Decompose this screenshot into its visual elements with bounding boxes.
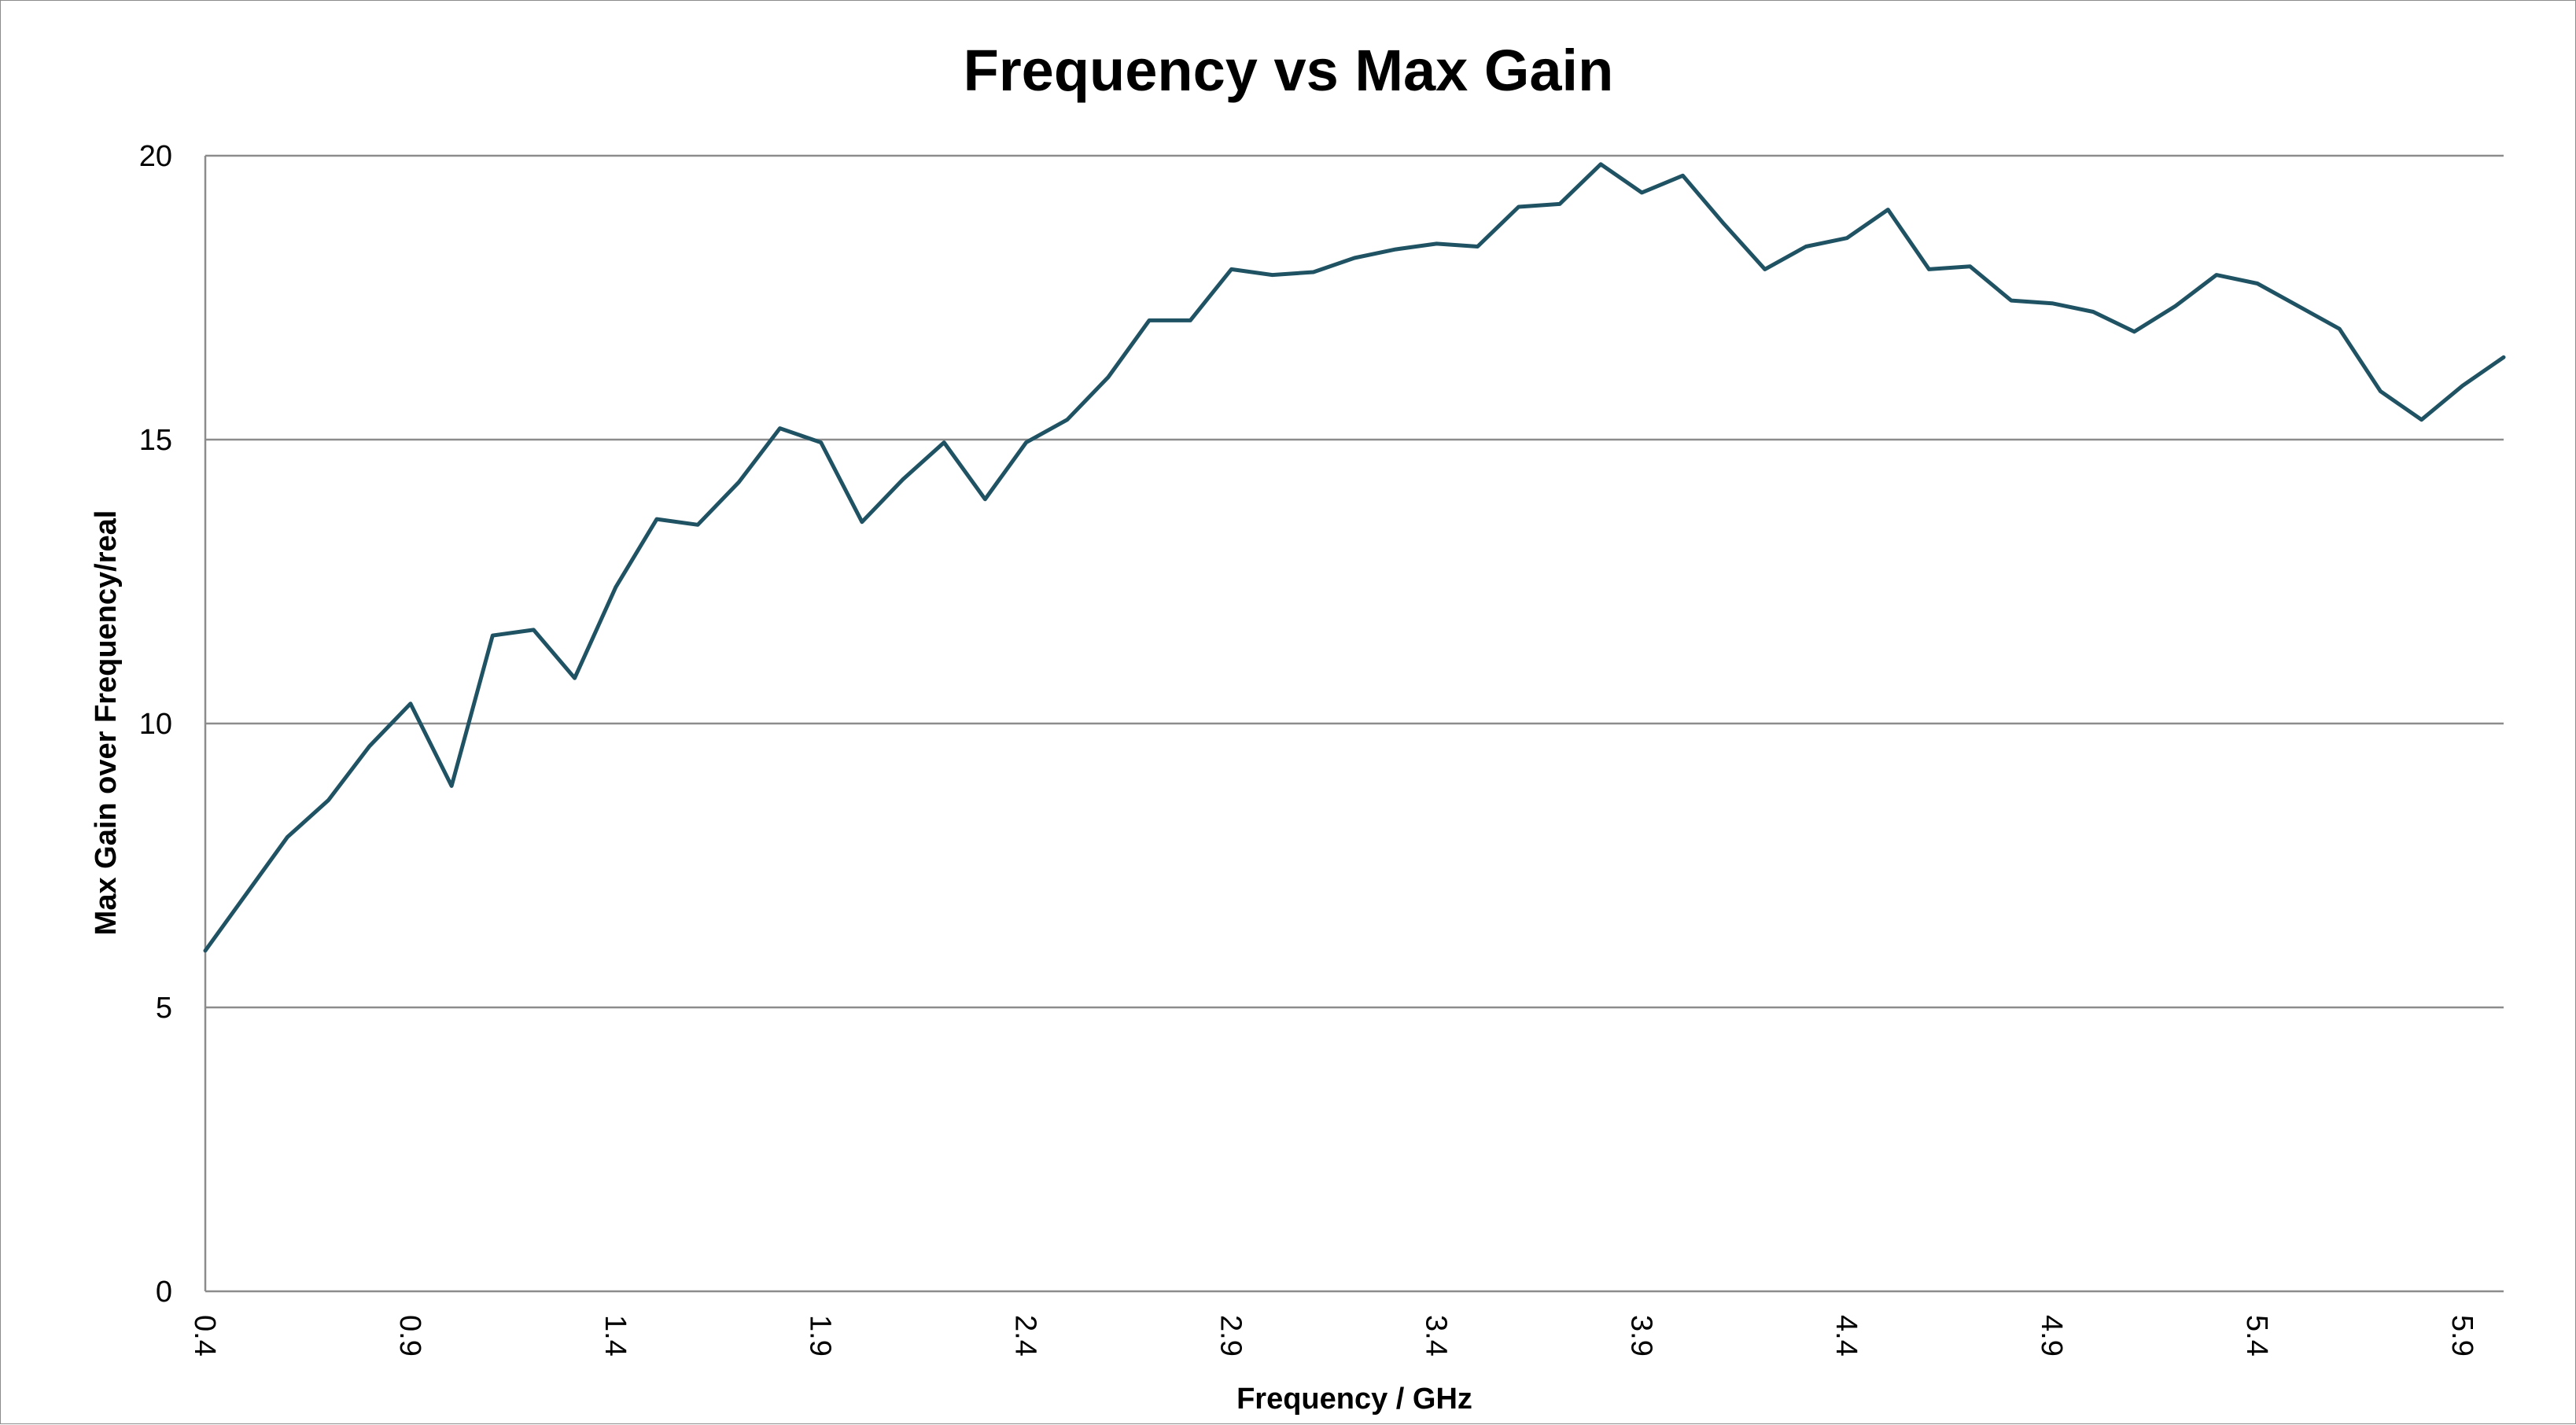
x-tick-label: 2.4 [1009, 1315, 1042, 1357]
series-layer [203, 162, 2506, 953]
x-tick-labels: 0.4 0.9 1.4 1.9 2.4 2.9 3.4 3.9 4.4 4.9 5.4 5.9 [188, 1315, 2478, 1357]
chart-title: Frequency vs Max Gain [964, 38, 1614, 103]
series-line [203, 162, 2506, 953]
x-tick-label: 1.4 [599, 1315, 632, 1357]
x-tick-label: 0.9 [393, 1315, 426, 1357]
y-tick-label: 10 [139, 708, 172, 741]
x-tick-label: 4.9 [2035, 1315, 2068, 1357]
x-tick-label: 5.4 [2240, 1315, 2273, 1357]
y-tick-labels: 0 5 10 15 20 [139, 140, 172, 1309]
gridlines [205, 154, 2504, 1009]
y-tick-label: 20 [139, 140, 172, 173]
x-tick-label: 3.9 [1624, 1315, 1657, 1357]
x-tick-label: 3.4 [1419, 1315, 1452, 1357]
y-axis-title: Max Gain over Frequency/real [90, 510, 123, 936]
y-tick-label: 0 [156, 1276, 172, 1309]
y-tick-label: 15 [139, 424, 172, 457]
axes [204, 156, 2504, 1293]
y-tick-label: 5 [156, 992, 172, 1025]
x-tick-label: 1.9 [804, 1315, 837, 1357]
x-tick-label: 5.9 [2445, 1315, 2478, 1357]
x-axis-title: Frequency / GHz [1236, 1383, 1472, 1416]
x-tick-label: 0.4 [188, 1315, 221, 1357]
x-tick-label: 2.9 [1214, 1315, 1247, 1357]
x-tick-label: 4.4 [1830, 1315, 1863, 1357]
